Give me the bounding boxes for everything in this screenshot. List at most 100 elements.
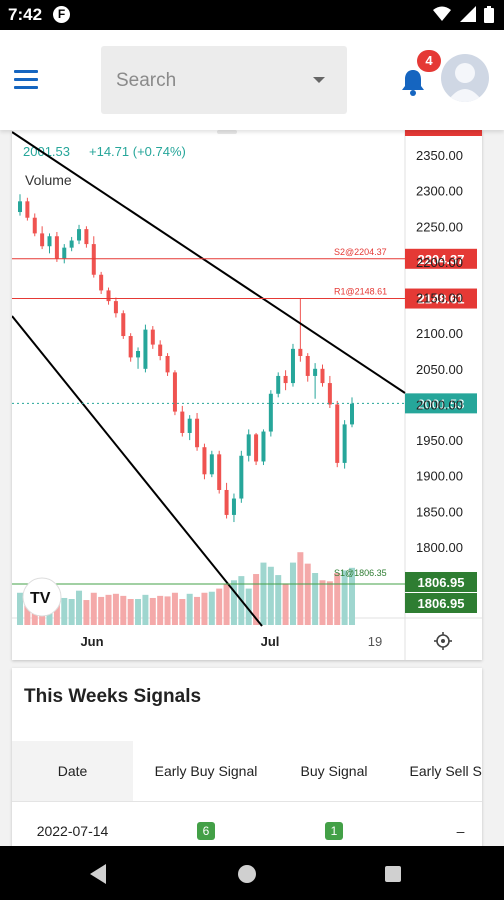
search-placeholder: Search	[116, 70, 177, 91]
row-date: 2022-07-14	[12, 801, 133, 848]
volume-bar	[334, 573, 341, 625]
candle-body	[231, 498, 236, 515]
volume-bar	[216, 588, 223, 625]
price-level-tag	[405, 248, 477, 269]
price-value: 2001.53	[23, 144, 70, 159]
candle-body	[40, 233, 45, 247]
candle-body	[217, 454, 222, 490]
price-axis-label: 2350.00	[416, 148, 463, 163]
chart-settings-icon[interactable]	[434, 632, 452, 650]
volume-bar	[260, 562, 267, 625]
price-axis-label: 2200.00	[416, 255, 463, 270]
avatar[interactable]	[441, 54, 489, 102]
volume-bar	[76, 590, 83, 625]
volume-bar	[164, 596, 171, 625]
candle-body	[172, 372, 177, 412]
volume-bar	[326, 581, 333, 625]
volume-bar	[53, 594, 60, 625]
volume-bar	[230, 580, 237, 625]
volume-bar	[194, 596, 201, 625]
wifi-icon	[433, 6, 452, 21]
trendline-upper	[12, 131, 406, 394]
candle-body	[298, 348, 303, 356]
column-header-buy[interactable]: Buy Signal	[300, 763, 368, 779]
column-header-date[interactable]: Date	[12, 741, 133, 802]
price-axis-label: 2000.00	[416, 397, 463, 412]
home-icon[interactable]	[238, 865, 256, 883]
back-icon[interactable]	[90, 864, 108, 884]
recents-icon[interactable]	[385, 866, 401, 882]
volume-bar	[157, 595, 164, 625]
column-header-early-buy[interactable]: Early Buy Signal	[154, 763, 258, 779]
candle-body	[313, 368, 318, 376]
volume-bar	[275, 575, 282, 625]
price-level-value: 2204.37	[418, 252, 465, 267]
volume-bar	[304, 563, 311, 625]
candle-body	[335, 404, 340, 463]
candle-body	[180, 411, 185, 433]
low-tag-1-value: 1806.95	[418, 575, 465, 590]
volume-bar	[341, 570, 348, 625]
candle-body	[283, 375, 288, 384]
volume-bar	[171, 592, 178, 625]
volume-bar	[253, 574, 260, 625]
candle-body	[18, 201, 22, 213]
candle-body	[113, 301, 118, 314]
price-axis-label: 2250.00	[416, 219, 463, 234]
column-header-early-sell[interactable]: Early Sell Signal	[409, 763, 482, 779]
volume-bar	[135, 599, 142, 625]
volume-label: Volume	[25, 172, 72, 188]
candle-body	[143, 329, 148, 369]
early-buy-badge: 6	[196, 822, 216, 840]
candle-body	[209, 454, 214, 475]
battery-icon	[484, 6, 494, 23]
volume-bar	[120, 595, 127, 625]
price-axis-label: 1950.00	[416, 433, 463, 448]
candle-body	[290, 348, 295, 384]
chart-card: 2001.53 +14.71 (+0.74%) Volume S2@2204.3…	[12, 130, 482, 660]
volume-bar	[297, 552, 304, 625]
table-header-row: Date Early Buy Signal Buy Signal Early S…	[12, 741, 482, 802]
candle-body	[128, 336, 133, 358]
signals-table: Date Early Buy Signal Buy Signal Early S…	[12, 741, 482, 848]
status-bar: 7:42 F	[0, 0, 504, 30]
volume-bar	[142, 594, 149, 625]
time-axis-label: Jul	[261, 634, 280, 649]
current-price-tag	[405, 393, 477, 414]
trendline-lower	[12, 315, 263, 627]
candle-body	[99, 274, 104, 291]
candle-body	[342, 424, 347, 463]
time-axis-label: Jun	[80, 634, 103, 649]
candle-body	[187, 418, 192, 433]
price-axis-label: 2100.00	[416, 326, 463, 341]
buy-badge: 1	[324, 822, 344, 840]
price-axis: 2350.00 2300.00 2250.00 2200.00 2150.00 2100.…	[416, 148, 463, 555]
candle-body	[136, 351, 141, 358]
price-change: +14.71 (+0.74%)	[89, 144, 186, 159]
candle-body	[350, 403, 354, 425]
signals-card: This Weeks Signals Date Early Buy Signal…	[12, 668, 482, 848]
menu-icon[interactable]	[14, 70, 38, 90]
candle-body	[84, 229, 89, 245]
table-row[interactable]: 2022-07-14 6 1 –	[12, 801, 482, 848]
signals-title: This Weeks Signals	[24, 686, 202, 707]
volume-bar	[208, 591, 215, 625]
volume-bar	[289, 562, 296, 625]
bell-icon[interactable]	[400, 68, 426, 96]
current-price-value: 2001.53	[418, 396, 465, 411]
candle-body	[224, 489, 229, 515]
candle-body	[54, 236, 59, 259]
candle-body	[25, 201, 30, 218]
volume-bar	[127, 599, 134, 625]
support-level-label: S1@1806.35	[334, 568, 387, 578]
dropdown-arrow-icon[interactable]	[313, 77, 325, 83]
candle-body	[320, 368, 325, 384]
tradingview-logo-icon: TV	[22, 577, 62, 617]
candle-body	[91, 244, 96, 275]
candle-body	[195, 418, 200, 448]
search-input[interactable]: Search	[101, 46, 347, 114]
time-axis-label: 19	[368, 634, 382, 649]
low-tag-2	[405, 593, 477, 613]
low-tag-2-value: 1806.95	[418, 596, 465, 611]
candlestick-chart[interactable]: 2001.53 +14.71 (+0.74%) Volume S2@2204.3…	[12, 130, 482, 660]
